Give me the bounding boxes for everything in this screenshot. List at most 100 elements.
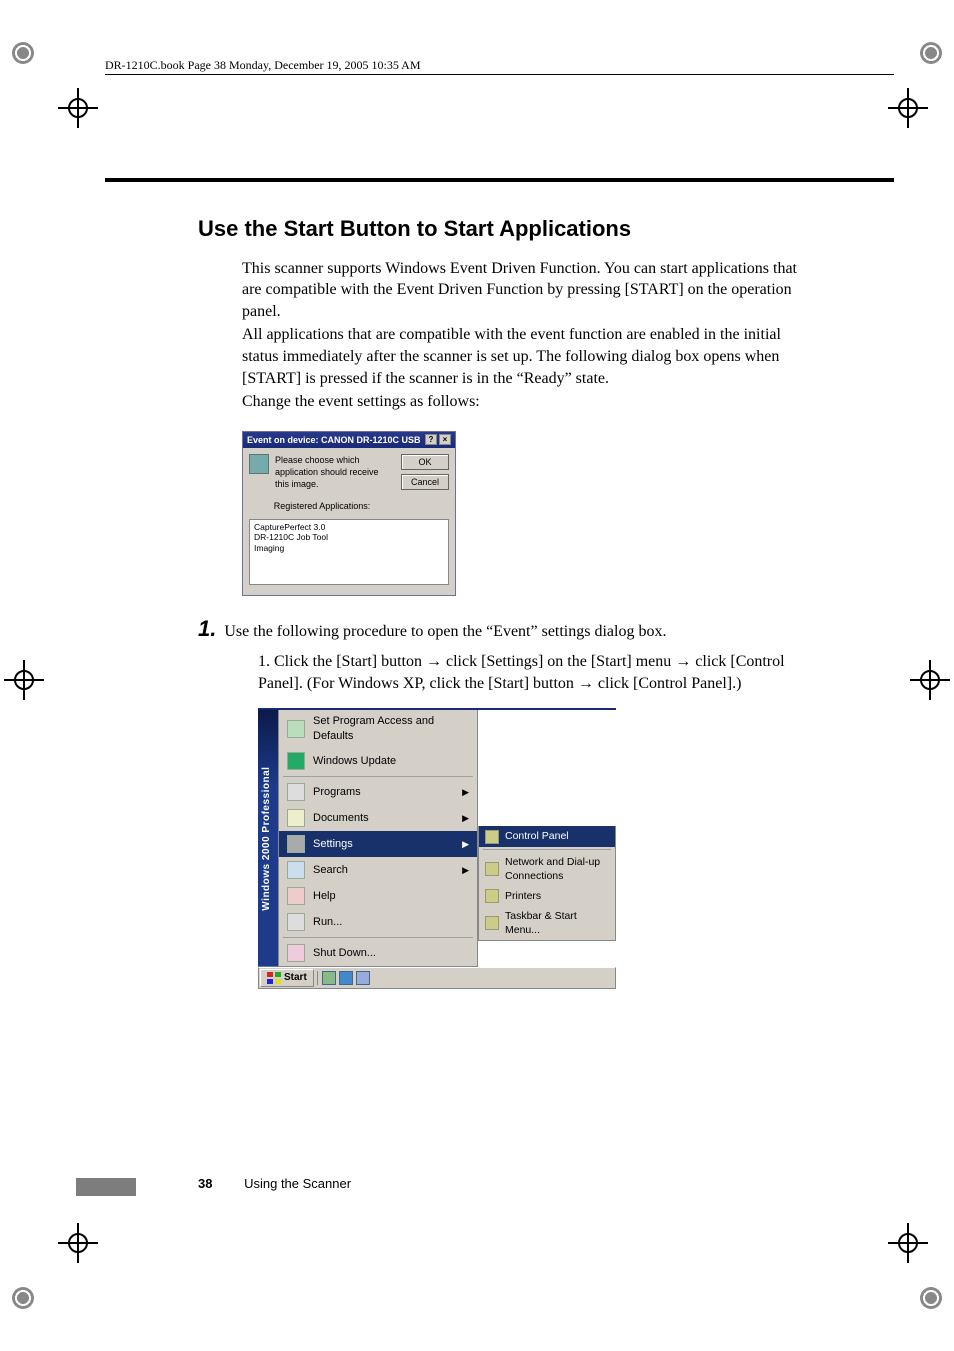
submenu-arrow-icon: ▶ <box>462 812 469 824</box>
submenu-item-label: Taskbar & Start Menu... <box>505 909 609 937</box>
menu-item-label: Shut Down... <box>313 946 376 961</box>
menu-item-label: Set Program Access and Defaults <box>313 714 469 744</box>
submenu-arrow-icon: ▶ <box>462 786 469 798</box>
footer-label: Using the Scanner <box>244 1176 351 1191</box>
menu-item-label: Search <box>313 863 348 878</box>
thumb-tab <box>76 1178 136 1196</box>
printers-icon <box>485 889 499 903</box>
taskbar-settings-icon <box>485 916 499 930</box>
windows-logo-icon <box>267 972 281 984</box>
menu-item-shutdown[interactable]: Shut Down... <box>279 940 477 966</box>
page-footer: 38 Using the Scanner <box>198 1176 351 1191</box>
network-icon <box>485 862 499 876</box>
submenu-item-network[interactable]: Network and Dial-up Connections <box>479 852 615 886</box>
tray-icon[interactable] <box>356 971 370 985</box>
tray-icon[interactable] <box>339 971 353 985</box>
menu-separator <box>483 849 611 850</box>
search-icon <box>287 861 305 879</box>
substep: 1.Click the [Start] button → click [Sett… <box>258 651 798 694</box>
menu-item-documents[interactable]: Documents ▶ <box>279 805 477 831</box>
taskbar: Start <box>258 967 616 989</box>
crop-dot <box>12 42 34 64</box>
settings-icon <box>287 835 305 853</box>
submenu-item-label: Control Panel <box>505 829 569 843</box>
registered-apps-label: Registered Applications: <box>249 500 395 512</box>
crop-mark <box>4 660 44 700</box>
paragraph: Change the event settings as follows: <box>242 391 798 413</box>
registered-apps-list[interactable]: CapturePerfect 3.0 DR-1210C Job Tool Ima… <box>249 519 449 585</box>
control-panel-icon <box>485 830 499 844</box>
start-button[interactable]: Start <box>260 969 314 987</box>
arrow-icon: → <box>426 653 442 670</box>
section-title: Use the Start Button to Start Applicatio… <box>198 214 798 244</box>
menu-item-settings[interactable]: Settings ▶ <box>279 831 477 857</box>
start-menu-banner: Windows 2000 Professional <box>258 710 278 967</box>
step-number: 1. <box>198 614 216 644</box>
crop-dot <box>920 42 942 64</box>
arrow-icon: → <box>578 675 594 692</box>
ok-button[interactable]: OK <box>401 454 449 470</box>
menu-item-label: Help <box>313 889 336 904</box>
section-rule <box>105 178 894 182</box>
tray-icon[interactable] <box>322 971 336 985</box>
list-item[interactable]: Imaging <box>254 543 444 554</box>
scanner-icon <box>249 454 269 474</box>
substep-text: click [Control Panel].) <box>594 675 742 692</box>
submenu-item-control-panel[interactable]: Control Panel <box>479 826 615 846</box>
menu-item-windows-update[interactable]: Windows Update <box>279 748 477 774</box>
run-icon <box>287 913 305 931</box>
dialog-message: Please choose which application should r… <box>275 454 395 490</box>
menu-item-label: Settings <box>313 837 353 852</box>
quick-launch <box>317 971 374 985</box>
windows-update-icon <box>287 752 305 770</box>
help-icon[interactable]: ? <box>425 434 437 445</box>
start-menu: Windows 2000 Professional Set Program Ac… <box>258 708 616 967</box>
crop-mark <box>58 1223 98 1263</box>
submenu-item-label: Network and Dial-up Connections <box>505 855 609 883</box>
submenu-item-taskbar[interactable]: Taskbar & Start Menu... <box>479 906 615 940</box>
help-icon <box>287 887 305 905</box>
menu-item-programs[interactable]: Programs ▶ <box>279 779 477 805</box>
menu-item-search[interactable]: Search ▶ <box>279 857 477 883</box>
submenu-arrow-icon: ▶ <box>462 864 469 876</box>
crop-dot <box>920 1287 942 1309</box>
submenu-arrow-icon: ▶ <box>462 838 469 850</box>
substep-text: Click the [Start] button <box>274 653 426 670</box>
substep-number: 1. <box>258 653 270 670</box>
list-item[interactable]: CapturePerfect 3.0 <box>254 522 444 533</box>
menu-separator <box>283 776 473 777</box>
menu-item-label: Run... <box>313 915 342 930</box>
documents-icon <box>287 809 305 827</box>
menu-item-run[interactable]: Run... <box>279 909 477 935</box>
substep-text: click [Settings] on the [Start] menu <box>442 653 675 670</box>
menu-item-program-access[interactable]: Set Program Access and Defaults <box>279 710 477 748</box>
header-rule <box>105 74 894 75</box>
paragraph: All applications that are compatible wit… <box>242 324 798 389</box>
crop-mark <box>888 1223 928 1263</box>
menu-item-help[interactable]: Help <box>279 883 477 909</box>
menu-item-label: Windows Update <box>313 754 396 769</box>
dialog-title: Event on device: CANON DR-1210C USB <box>247 434 421 446</box>
submenu-item-printers[interactable]: Printers <box>479 886 615 906</box>
shutdown-icon <box>287 944 305 962</box>
menu-item-label: Documents <box>313 811 369 826</box>
menu-separator <box>283 937 473 938</box>
list-item[interactable]: DR-1210C Job Tool <box>254 532 444 543</box>
program-access-icon <box>287 720 305 738</box>
arrow-icon: → <box>675 653 691 670</box>
close-icon[interactable]: × <box>439 434 451 445</box>
event-dialog: Event on device: CANON DR-1210C USB ? × … <box>242 431 456 596</box>
crop-mark <box>888 88 928 128</box>
dialog-titlebar: Event on device: CANON DR-1210C USB ? × <box>243 432 455 448</box>
paragraph: This scanner supports Windows Event Driv… <box>242 258 798 323</box>
submenu-item-label: Printers <box>505 889 541 903</box>
crop-dot <box>12 1287 34 1309</box>
running-head: DR-1210C.book Page 38 Monday, December 1… <box>105 58 421 73</box>
step-text: Use the following procedure to open the … <box>224 621 666 643</box>
crop-mark <box>58 88 98 128</box>
cancel-button[interactable]: Cancel <box>401 474 449 490</box>
crop-mark <box>910 660 950 700</box>
page-number: 38 <box>198 1176 212 1191</box>
programs-icon <box>287 783 305 801</box>
menu-item-label: Programs <box>313 785 361 800</box>
